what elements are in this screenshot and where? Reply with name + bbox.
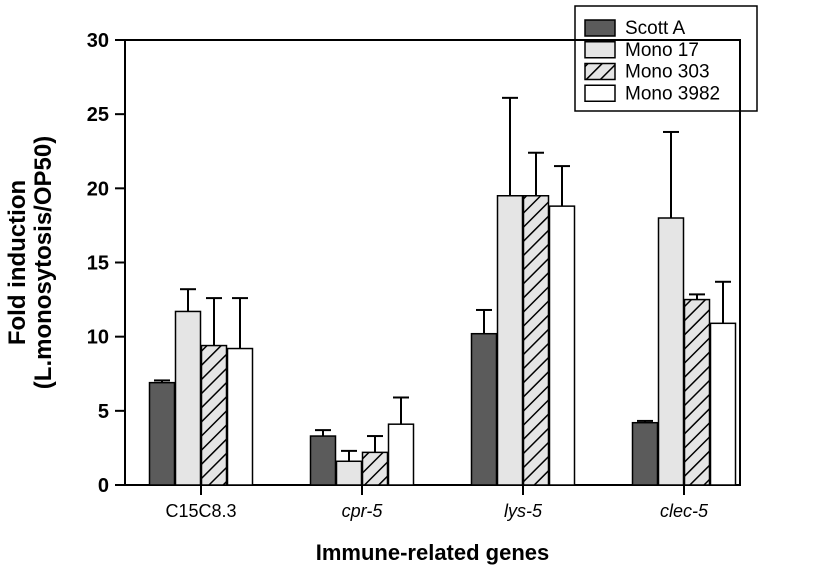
legend-label: Mono 17	[625, 40, 699, 61]
y-tick-label: 30	[87, 30, 109, 52]
y-tick-label: 5	[98, 401, 109, 423]
y-tick-label: 10	[87, 327, 109, 349]
bar	[685, 300, 710, 485]
bar	[337, 461, 362, 485]
y-tick-label: 15	[87, 253, 109, 275]
bar	[176, 311, 201, 485]
bar	[550, 206, 575, 485]
legend-swatch	[585, 85, 615, 101]
bar	[498, 196, 523, 485]
bar	[150, 383, 175, 485]
legend-swatch	[585, 64, 615, 80]
y-axis-title: Fold induction(L.monosytosis/OP50)	[4, 136, 57, 389]
bar	[202, 346, 227, 485]
y-tick-label: 0	[98, 475, 109, 497]
bar	[524, 196, 549, 485]
bar	[472, 334, 497, 485]
bar	[228, 349, 253, 485]
x-tick-label: C15C8.3	[165, 501, 236, 521]
bar	[363, 452, 388, 485]
bar	[311, 436, 336, 485]
y-tick-label: 20	[87, 178, 109, 200]
x-tick-label: lys-5	[504, 501, 543, 521]
x-tick-label: clec-5	[660, 501, 709, 521]
legend-label: Mono 303	[625, 62, 710, 83]
legend-label: Mono 3982	[625, 83, 720, 104]
y-tick-label: 25	[87, 104, 109, 126]
bar	[711, 323, 736, 485]
legend-swatch	[585, 20, 615, 36]
bar-chart: 0 5 10 15 20 25 30 Fold induction(L.monosytosis…	[0, 0, 827, 587]
bar	[633, 423, 658, 485]
bar	[389, 424, 414, 485]
legend-swatch	[585, 42, 615, 58]
chart-container: { "chart": { "type": "bar", "background_…	[0, 0, 827, 587]
x-axis-title: Immune-related genes	[316, 540, 550, 565]
bar	[659, 218, 684, 485]
x-tick-label: cpr-5	[342, 501, 384, 521]
legend-label: Scott A	[625, 18, 686, 39]
